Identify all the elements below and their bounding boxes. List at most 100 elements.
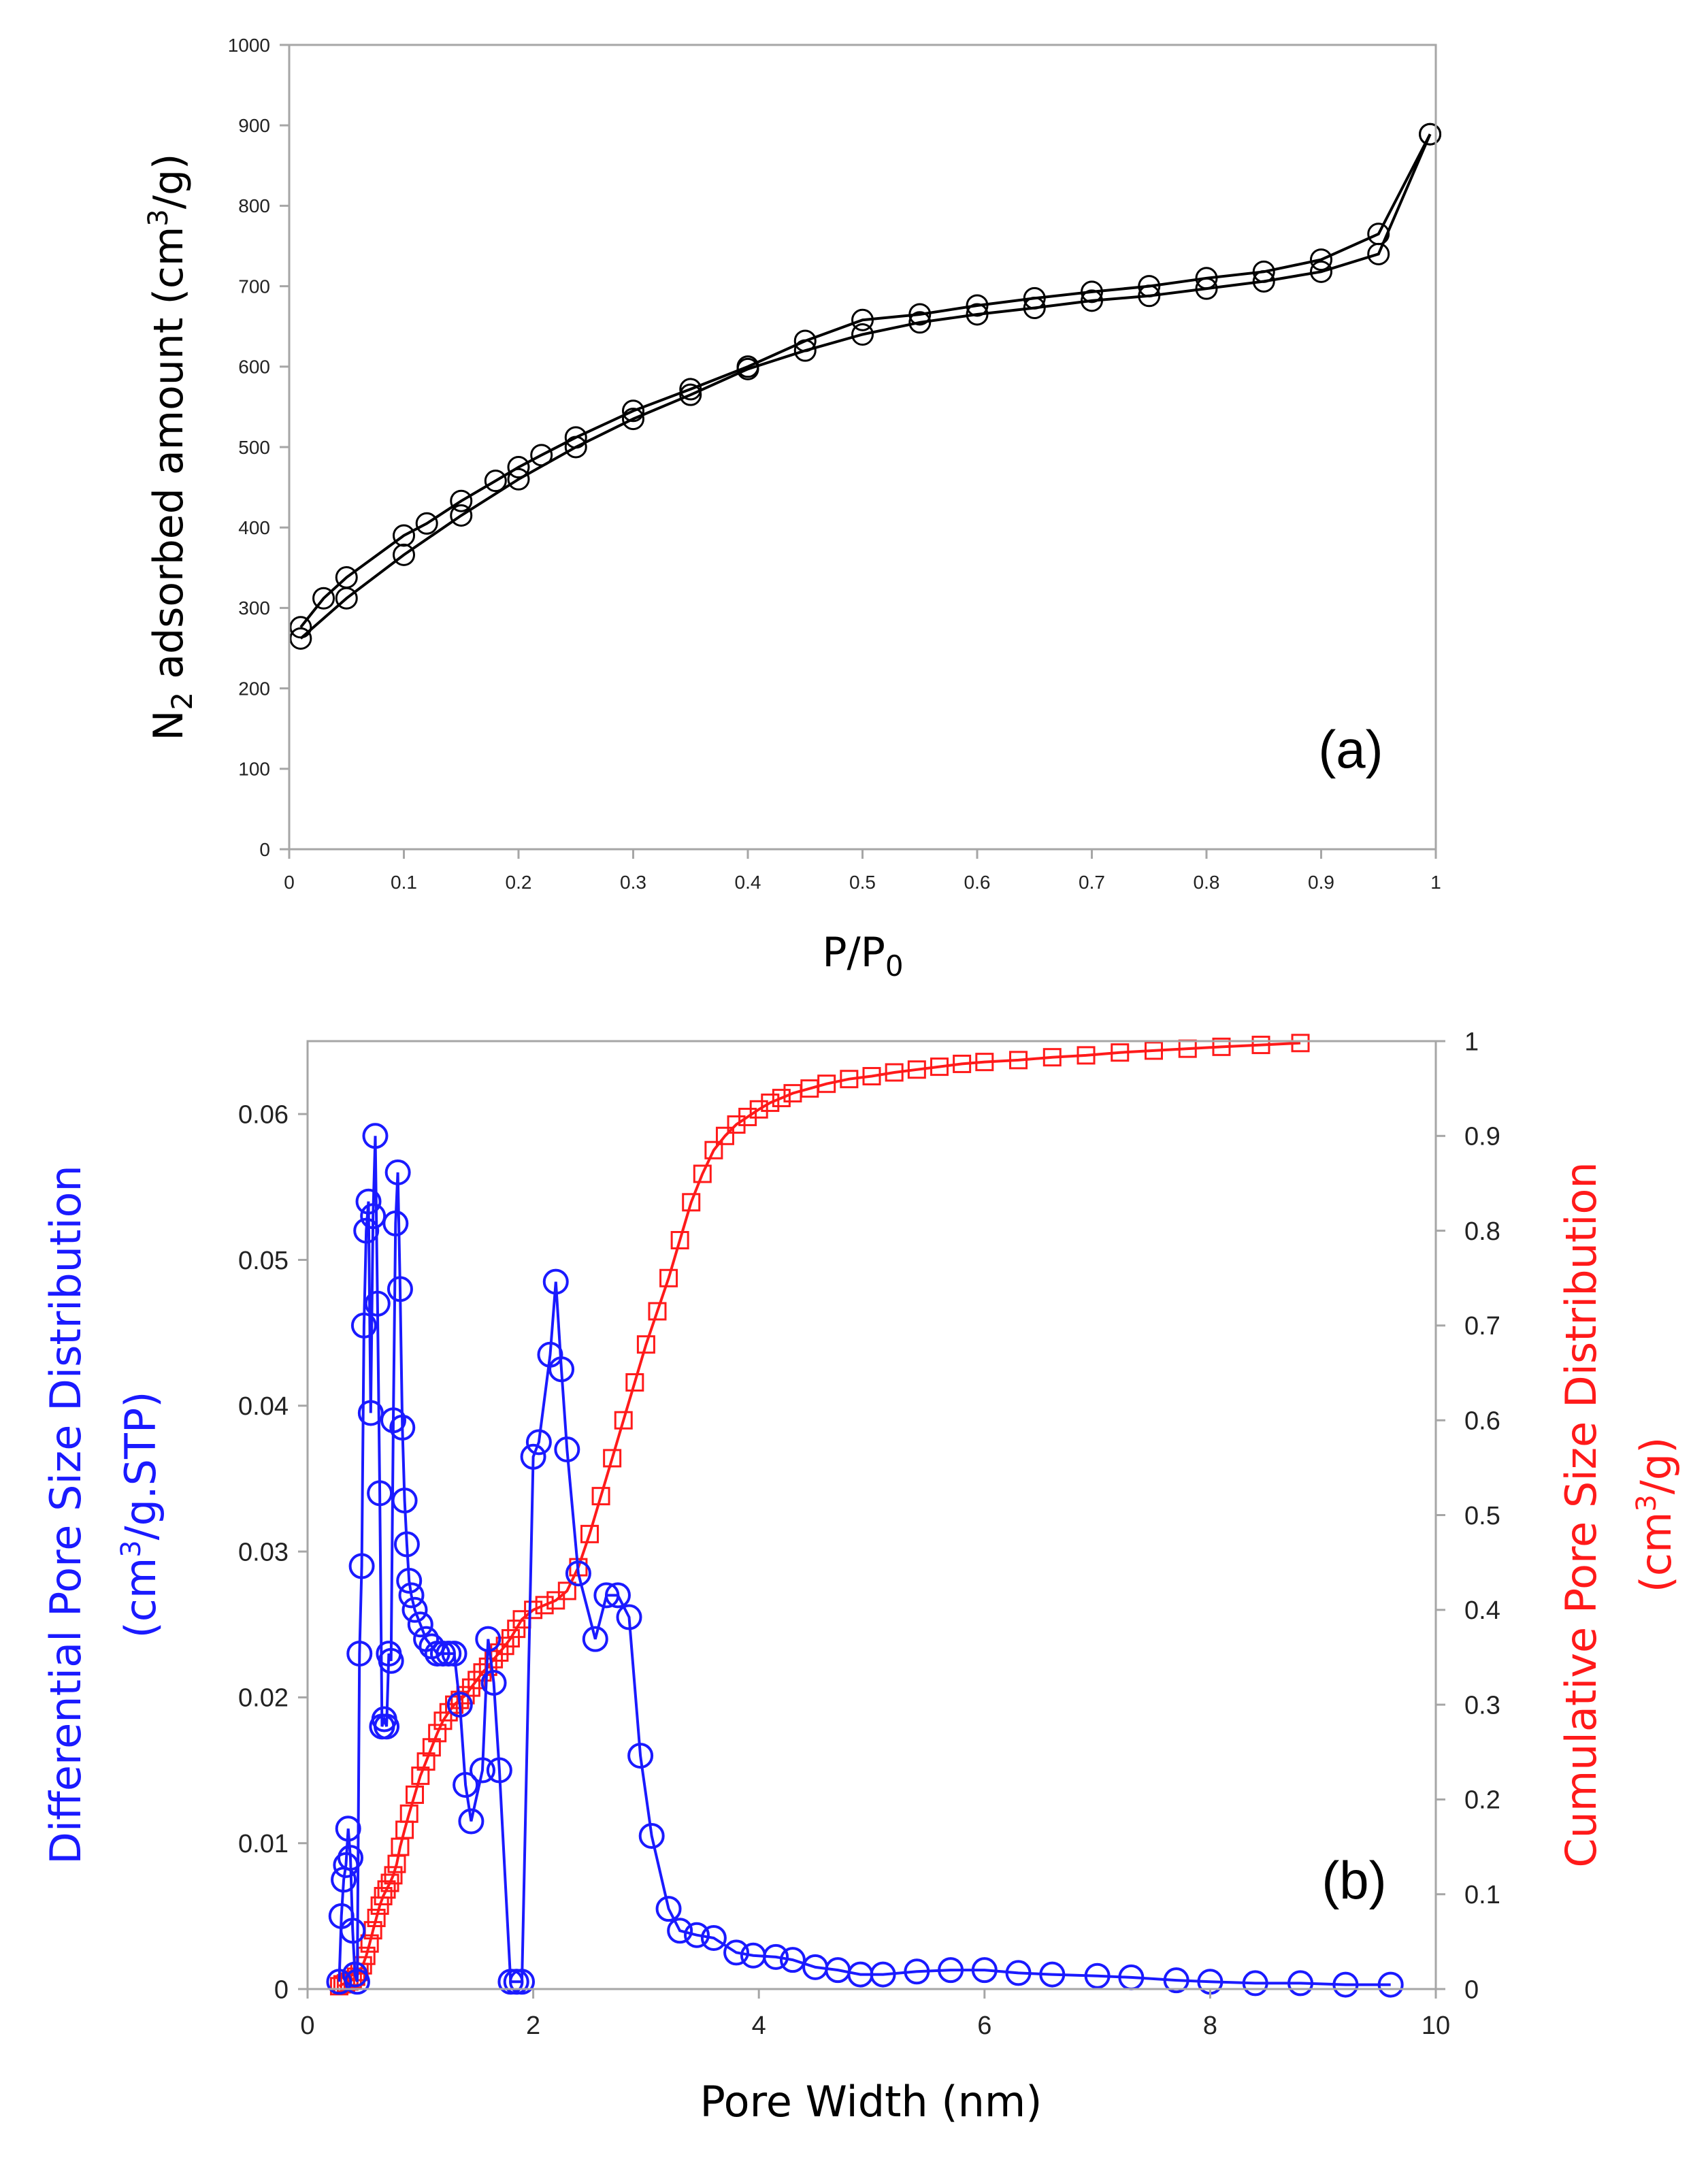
y-tick-label: 800 bbox=[238, 195, 270, 216]
differential-point bbox=[458, 1808, 485, 1835]
y-right-tick-label: 0 bbox=[1464, 1975, 1479, 2004]
cumulative-point bbox=[1145, 1041, 1163, 1060]
isotherm-point bbox=[450, 489, 473, 512]
differential-point bbox=[971, 1957, 998, 1984]
differential-point bbox=[548, 1356, 575, 1383]
x-tick-label: 0.7 bbox=[1079, 872, 1105, 893]
cumulative-point bbox=[580, 1524, 599, 1543]
left-axis-title-line2: (cm3/g.STP) bbox=[116, 1392, 165, 1639]
isotherm-point bbox=[507, 456, 530, 479]
panel-a-x-axis-title: P/P0 bbox=[822, 929, 903, 983]
x-tick-label: 0 bbox=[300, 2011, 314, 2040]
panel-a-series-layer bbox=[289, 122, 1442, 650]
cumulative-point bbox=[682, 1193, 701, 1212]
cumulative-point bbox=[411, 1767, 430, 1786]
panel-b-ticks: 0 2 4 6 8 10 0 0.01 0.02 0.03 0.04 0.05 0.06 0 0.1 0.2 0… bbox=[238, 1028, 1500, 2040]
cumulative-point bbox=[670, 1231, 689, 1250]
isotherm-point bbox=[289, 616, 312, 639]
cumulative-point bbox=[428, 1724, 447, 1743]
y-tick-label: 300 bbox=[238, 597, 270, 619]
cumulative-point bbox=[524, 1600, 543, 1620]
isotherm-point bbox=[335, 565, 358, 589]
y-tick-label: 100 bbox=[238, 759, 270, 780]
y-right-tick-label: 0.4 bbox=[1464, 1596, 1500, 1625]
differential-point bbox=[378, 1647, 404, 1674]
cumulative-point bbox=[591, 1487, 610, 1506]
differential-point bbox=[382, 1210, 409, 1236]
y-tick-label: 200 bbox=[238, 678, 270, 699]
differential-point bbox=[667, 1918, 693, 1944]
y-right-tick-label: 0.3 bbox=[1464, 1691, 1500, 1720]
cumulative-point bbox=[817, 1074, 836, 1094]
y-tick-label: 0.02 bbox=[238, 1684, 289, 1713]
isotherm-point bbox=[1310, 260, 1332, 283]
differential-point bbox=[353, 1217, 380, 1244]
isotherm-point bbox=[530, 444, 553, 467]
differential-point bbox=[480, 1669, 507, 1696]
differential-point bbox=[360, 1203, 387, 1230]
differential-point bbox=[407, 1611, 433, 1638]
differential-point bbox=[346, 1641, 373, 1667]
panel-a-label: (a) bbox=[1318, 719, 1383, 779]
differential-point bbox=[1377, 1971, 1404, 1998]
differential-point bbox=[1005, 1960, 1032, 1986]
panel-b-right-axis-title: Cumulative Pore Size Distribution (cm3/g… bbox=[1556, 1162, 1681, 1867]
y-right-tick-label: 0.7 bbox=[1464, 1312, 1500, 1341]
cumulative-point bbox=[377, 1880, 396, 1899]
panel-b-chart: 0 2 4 6 8 10 0 0.01 0.02 0.03 0.04 0.05 0.06 0 0.1 0.2 0… bbox=[41, 1028, 1681, 2126]
cumulative-point bbox=[648, 1302, 667, 1321]
isotherm-point bbox=[507, 467, 530, 491]
isotherm-point bbox=[393, 543, 415, 566]
isotherm-point bbox=[289, 627, 312, 650]
differential-point bbox=[340, 1918, 366, 1944]
isotherm-line-1 bbox=[299, 133, 1432, 629]
differential-point bbox=[779, 1947, 806, 1973]
cumulative-point bbox=[715, 1126, 734, 1145]
y-right-tick-label: 0.1 bbox=[1464, 1881, 1500, 1909]
isotherm-point bbox=[1252, 260, 1275, 283]
isotherm-point bbox=[484, 470, 507, 493]
cumulative-point bbox=[907, 1060, 926, 1079]
differential-point bbox=[700, 1924, 727, 1951]
cumulative-point bbox=[360, 1934, 379, 1953]
differential-point bbox=[723, 1939, 750, 1966]
differential-point bbox=[1332, 1971, 1359, 1998]
cumulative-point bbox=[704, 1140, 723, 1160]
cumulative-point bbox=[546, 1591, 565, 1610]
isotherm-point bbox=[851, 308, 874, 331]
differential-point bbox=[326, 1969, 352, 1995]
differential-point bbox=[763, 1943, 789, 1970]
isotherm-point bbox=[736, 355, 759, 378]
isotherm-point bbox=[450, 504, 473, 527]
differential-point bbox=[446, 1692, 473, 1718]
differential-point bbox=[870, 1961, 896, 1988]
x-tick-label: 2 bbox=[526, 2011, 540, 2040]
cumulative-point bbox=[485, 1649, 504, 1669]
y-tick-label: 700 bbox=[238, 276, 270, 297]
cumulative-point bbox=[1042, 1048, 1062, 1067]
panel-a-ticks: 0 0.1 0.2 0.3 0.4 0.5 0.6 0.7 0.8 0.9 1 0 100 200 300 4… bbox=[228, 35, 1441, 893]
differential-point bbox=[441, 1641, 467, 1667]
y-right-tick-label: 1 bbox=[1464, 1028, 1479, 1056]
isotherm-point bbox=[908, 311, 932, 334]
y-right-tick-label: 0.8 bbox=[1464, 1217, 1500, 1246]
differential-point bbox=[565, 1560, 591, 1587]
cumulative-point bbox=[603, 1449, 622, 1468]
cumulative-point bbox=[840, 1070, 859, 1089]
differential-point bbox=[357, 1400, 384, 1426]
isotherm-point bbox=[679, 378, 702, 401]
left-axis-title-line1: Differential Pore Size Distribution bbox=[41, 1165, 91, 1865]
y-right-tick-label: 0.9 bbox=[1464, 1123, 1500, 1151]
x-tick-label: 1 bbox=[1430, 872, 1441, 893]
y-right-tick-label: 0.5 bbox=[1464, 1502, 1500, 1530]
differential-point bbox=[362, 1123, 389, 1149]
panel-a-y-axis-title: N2 adsorbed amount (cm3/g) bbox=[143, 154, 199, 741]
cumulative-point bbox=[761, 1094, 780, 1113]
differential-point bbox=[1163, 1967, 1189, 1994]
differential-point bbox=[593, 1582, 620, 1609]
differential-point bbox=[509, 1969, 536, 1995]
differential-point bbox=[684, 1922, 710, 1948]
y-tick-label: 900 bbox=[238, 115, 270, 136]
cumulative-point bbox=[501, 1629, 520, 1648]
isotherm-point bbox=[1195, 267, 1218, 290]
